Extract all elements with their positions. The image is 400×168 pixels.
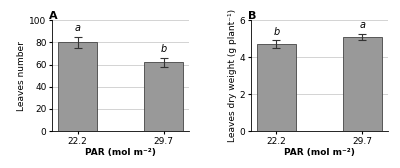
X-axis label: PAR (mol m⁻²): PAR (mol m⁻²) [85, 148, 156, 157]
X-axis label: PAR (mol m⁻²): PAR (mol m⁻²) [284, 148, 355, 157]
Text: a: a [74, 23, 80, 33]
Y-axis label: Leaves number: Leaves number [18, 41, 26, 111]
Bar [144, 62, 183, 131]
Text: B: B [248, 11, 256, 21]
Text: b: b [273, 27, 280, 37]
Text: a: a [360, 20, 366, 30]
Bar [257, 44, 296, 131]
Text: A: A [49, 11, 58, 21]
Y-axis label: Leaves dry weight (g plant⁻¹): Leaves dry weight (g plant⁻¹) [228, 9, 237, 142]
Bar [343, 37, 382, 131]
Bar [58, 42, 97, 131]
Text: b: b [160, 44, 167, 54]
